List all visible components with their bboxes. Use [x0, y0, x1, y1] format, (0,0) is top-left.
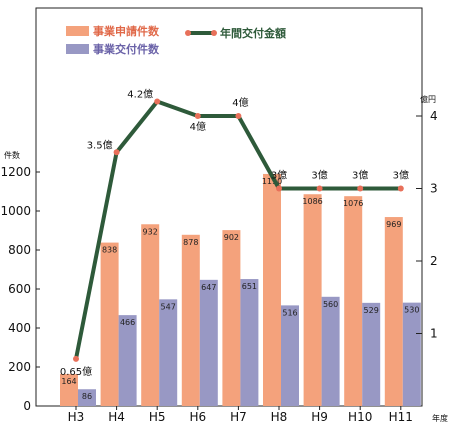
left-axis: 0 200 400 600 800 1000 1200 件数	[0, 150, 40, 413]
bars-layer: 164 838 932 878 902 1190 1086 1076 969 86 466 547 64…	[60, 173, 421, 406]
bar-value-label: 466	[120, 318, 135, 327]
bar	[402, 302, 421, 406]
bar	[384, 217, 403, 406]
amount-point	[357, 185, 364, 192]
amount-point	[276, 185, 282, 192]
bar	[344, 196, 363, 406]
line-layer: 0.65億 3.5億 4.2億 4億 4億 3億 3億 3億 3億	[60, 88, 409, 378]
bar	[141, 224, 160, 406]
amount-label: 4.2億	[127, 88, 153, 101]
bar	[240, 279, 259, 406]
bar	[181, 234, 200, 406]
amount-point	[73, 355, 79, 362]
right-axis-unit: 億円	[420, 94, 436, 104]
right-axis: 1 2 3 4 億円	[416, 94, 438, 341]
legend-swatch-applications	[66, 26, 89, 36]
bar-value-label: 529	[364, 306, 379, 315]
bar-value-label: 1190	[262, 177, 282, 186]
bar-value-label: 932	[143, 227, 158, 236]
x-axis-unit: 年度	[432, 413, 448, 423]
bar-value-label: 651	[242, 282, 257, 291]
legend-marker-left	[185, 30, 191, 36]
left-tick-label: 0	[23, 399, 31, 413]
right-tick-label: 4	[430, 109, 438, 123]
amount-point	[316, 185, 323, 192]
left-tick-label: 200	[8, 360, 31, 374]
x-tick-label: H5	[149, 410, 166, 424]
bar	[222, 230, 241, 406]
bar	[281, 305, 299, 406]
bar-value-label: 647	[201, 283, 216, 292]
bar-value-label: 530	[404, 306, 419, 315]
amount-label: 4億	[190, 120, 206, 133]
amount-label: 3億	[311, 169, 327, 182]
left-tick-label: 1000	[0, 204, 31, 218]
right-tick-label: 1	[430, 327, 438, 341]
bar	[263, 173, 281, 406]
legend-label-applications: 事業申請件数	[93, 24, 160, 38]
legend-label-grants: 事業交付件数	[93, 42, 160, 56]
left-tick-label: 600	[8, 282, 31, 296]
legend-marker-right	[211, 30, 217, 36]
amount-point	[235, 113, 242, 119]
bar-value-label: 838	[102, 246, 117, 255]
bar-value-label: 516	[282, 308, 297, 317]
x-tick-label: H8	[271, 410, 288, 424]
amount-label: 3億	[271, 169, 287, 182]
amount-point	[397, 185, 404, 192]
bar	[118, 315, 137, 406]
bar-value-label: 1086	[302, 197, 322, 206]
bar	[100, 242, 119, 406]
right-tick-label: 3	[430, 182, 438, 196]
x-axis: H3 H4 H5 H6 H7 H8 H9 H10 H11 年度	[68, 406, 448, 424]
left-tick-label: 400	[8, 321, 31, 335]
x-tick-label: H10	[348, 410, 372, 424]
x-tick-label: H3	[68, 410, 85, 424]
bar-value-label: 878	[183, 238, 198, 247]
right-tick-label: 2	[430, 254, 438, 268]
bar-value-label: 560	[323, 300, 338, 309]
x-tick-label: H9	[311, 410, 328, 424]
x-tick-label: H7	[230, 410, 247, 424]
bar	[60, 374, 78, 406]
bar-value-label: 969	[386, 220, 401, 229]
x-tick-label: H11	[389, 410, 413, 424]
bar	[321, 296, 340, 406]
amount-point	[194, 113, 201, 119]
x-tick-label: H6	[189, 410, 206, 424]
amount-label: 3億	[352, 169, 368, 182]
bar	[159, 299, 178, 406]
bar-value-label: 547	[161, 302, 176, 311]
bar	[362, 302, 381, 406]
amount-label: 3億	[393, 169, 409, 182]
bar-value-label: 902	[224, 233, 239, 242]
amount-label: 3.5億	[87, 138, 113, 151]
bar	[78, 389, 96, 406]
legend-swatch-grants	[66, 44, 89, 54]
amount-point	[154, 98, 161, 105]
bar-value-label: 86	[82, 392, 92, 401]
amount-label: 0.65億	[60, 365, 92, 378]
bar	[199, 279, 218, 406]
x-tick-label: H4	[108, 410, 125, 424]
amount-label: 4億	[232, 96, 248, 109]
left-axis-unit: 件数	[4, 150, 20, 160]
bar-value-label: 164	[61, 377, 76, 386]
left-tick-label: 1200	[0, 165, 31, 179]
bar-value-label: 1076	[343, 199, 363, 208]
bar	[303, 194, 322, 406]
left-tick-label: 800	[8, 243, 31, 257]
amount-point	[113, 149, 120, 156]
legend-label-amount: 年間交付金額	[220, 26, 286, 40]
